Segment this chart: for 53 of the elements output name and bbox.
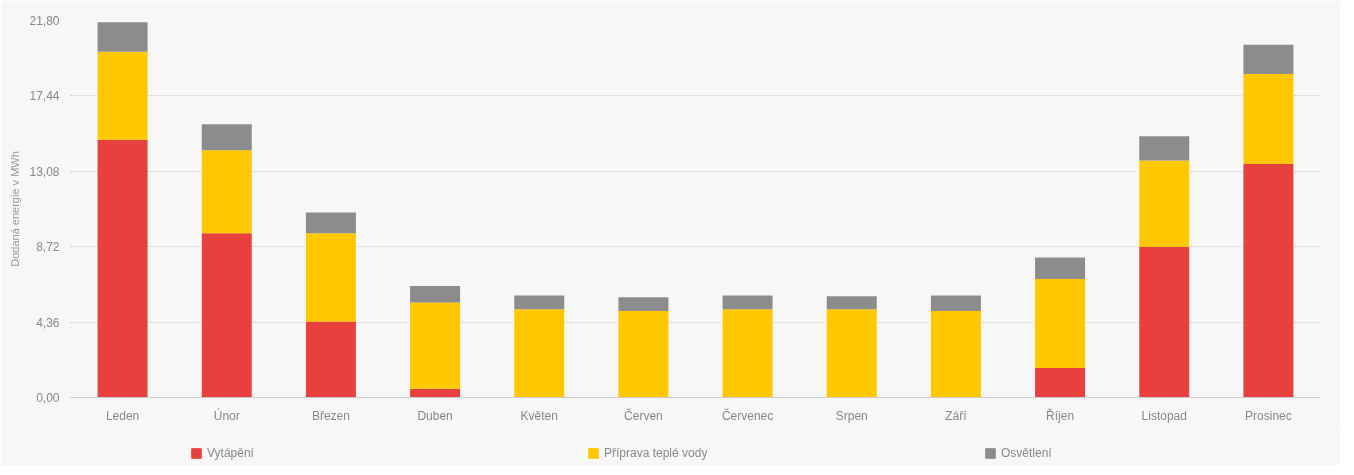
- y-tick-label: 4,36: [36, 315, 60, 330]
- bar: [201, 233, 252, 398]
- x-tick-label: Květen: [520, 408, 558, 423]
- bar: [1243, 74, 1294, 165]
- y-axis-title: Dodaná energie v MWh: [9, 151, 22, 267]
- legend-label: Vytápění: [207, 446, 255, 460]
- x-tick-label: Březen: [311, 408, 350, 423]
- y-tick-label: 21,80: [29, 14, 60, 28]
- x-tick-label: Srpen: [835, 408, 868, 423]
- bar: [1035, 368, 1086, 398]
- bar: [1035, 257, 1086, 280]
- bar: [305, 321, 356, 398]
- y-tick-label: 17,44: [29, 89, 60, 104]
- x-tick-label: Prosinec: [1245, 408, 1292, 423]
- bar: [1139, 136, 1190, 161]
- legend-label: Osvětlení: [1001, 446, 1053, 460]
- bar: [1139, 160, 1190, 248]
- bar: [97, 51, 148, 140]
- bar: [826, 296, 877, 310]
- bar: [1139, 247, 1190, 398]
- bar: [722, 309, 773, 398]
- bar: [201, 124, 252, 151]
- bar: [1035, 279, 1086, 369]
- x-tick-label: Leden: [105, 408, 140, 423]
- bar: [1243, 44, 1294, 75]
- bar: [514, 295, 565, 310]
- bar: [305, 233, 356, 322]
- y-tick-label: 8,72: [36, 240, 60, 255]
- bar: [618, 297, 669, 312]
- bar: [826, 309, 877, 398]
- bar: [930, 295, 981, 312]
- bar: [618, 311, 669, 398]
- y-tick-label: 0,00: [36, 391, 60, 405]
- x-tick-label: Říjen: [1046, 407, 1075, 423]
- bar: [410, 285, 461, 303]
- bar: [722, 295, 773, 310]
- x-tick-label: Červenec: [721, 407, 774, 423]
- bar: [514, 309, 565, 398]
- x-tick-label: Listopad: [1141, 408, 1187, 423]
- bar: [305, 212, 356, 234]
- bar: [97, 139, 148, 398]
- x-tick-label: Duben: [417, 408, 453, 423]
- bar: [97, 22, 148, 52]
- legend-label: Příprava teplé vody: [604, 446, 709, 460]
- bar: [201, 150, 252, 234]
- bar: [1243, 164, 1294, 398]
- bar: [410, 302, 461, 389]
- x-tick-label: Únor: [213, 407, 240, 423]
- bar: [410, 388, 461, 398]
- x-tick-label: Červen: [624, 407, 663, 423]
- x-tick-label: Září: [945, 408, 968, 423]
- y-tick-label: 13,08: [29, 164, 60, 179]
- bar: [930, 311, 981, 398]
